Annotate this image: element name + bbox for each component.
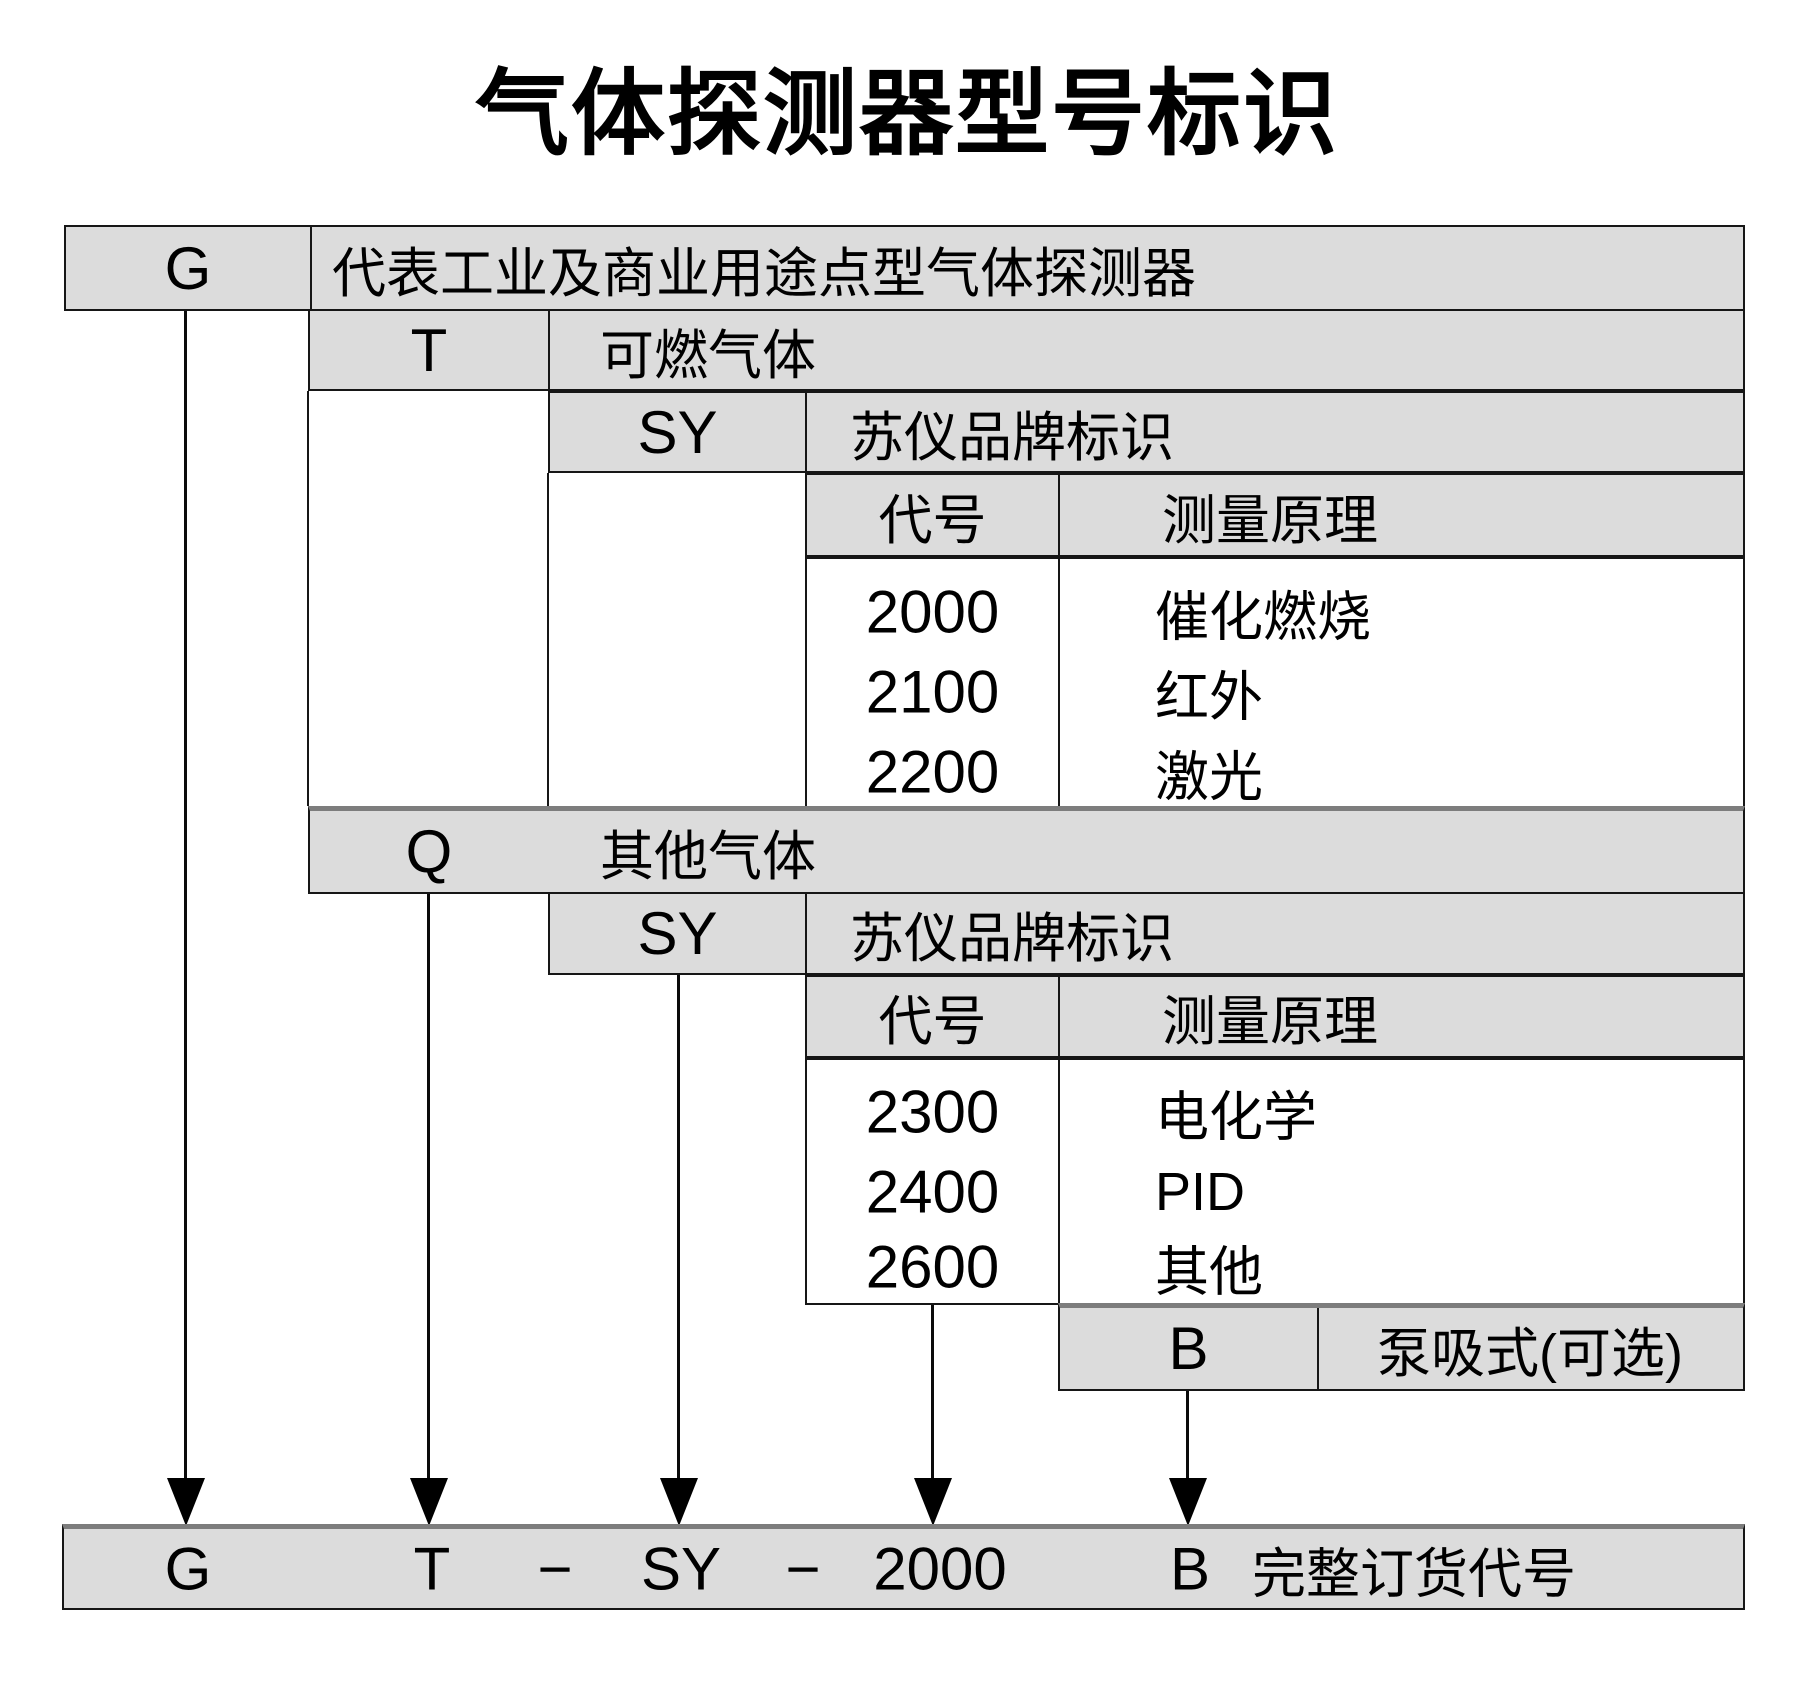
- row-sy1: SY 苏仪品牌标识: [548, 391, 1745, 473]
- down-arrow-icon: [410, 1478, 448, 1526]
- connector-line-g: [184, 311, 187, 1480]
- connector-line-t: [427, 894, 430, 1480]
- row-t-divider: [548, 311, 550, 389]
- row-b-divider: [1317, 1308, 1319, 1389]
- row-q: Q 其他气体: [308, 806, 1745, 894]
- order-token-b: B: [1169, 1535, 1211, 1602]
- table-cell-principle: PID: [1155, 1162, 1246, 1222]
- order-token-dash: −: [537, 1535, 573, 1602]
- table-cell-principle: 其他: [1155, 1242, 1263, 1303]
- table1-header-divider: [1058, 475, 1060, 555]
- row-g-code: G: [164, 234, 212, 302]
- table-cell-principle: 电化学: [1155, 1087, 1317, 1148]
- notch-border-line: [547, 473, 549, 806]
- row-g: G 代表工业及商业用途点型气体探测器: [64, 225, 1745, 311]
- table-cell-principle: 激光: [1155, 747, 1263, 808]
- table1-header: 代号 测量原理: [805, 473, 1745, 557]
- row-sy1-label: 苏仪品牌标识: [850, 407, 1174, 468]
- table-cell-code: 2600: [865, 1233, 1000, 1301]
- table2-body-divider: [1058, 1060, 1060, 1303]
- down-arrow-icon: [1169, 1478, 1207, 1526]
- row-sy2-code: SY: [637, 900, 718, 967]
- connector-line-sy: [677, 975, 680, 1480]
- table-cell-code: 2400: [865, 1158, 1000, 1226]
- table-cell-principle: 红外: [1155, 667, 1263, 728]
- table2-header-code: 代号: [878, 992, 987, 1052]
- table2-body: 2300 电化学 2400 PID 2600 其他: [805, 1058, 1745, 1305]
- row-b: B 泵吸式(可选): [1058, 1303, 1745, 1391]
- row-q-label: 其他气体: [600, 827, 816, 887]
- connector-line-code: [931, 1305, 934, 1480]
- order-token-sy: SY: [640, 1535, 722, 1602]
- row-b-label: 泵吸式(可选): [1377, 1324, 1683, 1384]
- row-sy1-divider: [805, 393, 807, 471]
- table2-header: 代号 测量原理: [805, 975, 1745, 1058]
- row-t: T 可燃气体: [308, 309, 1745, 391]
- order-token-g: G: [164, 1535, 212, 1602]
- table1-header-code: 代号: [878, 490, 987, 551]
- table-cell-code: 2100: [865, 658, 1000, 726]
- down-arrow-icon: [167, 1478, 205, 1526]
- order-token-dash: −: [785, 1535, 821, 1602]
- table-cell-code: 2300: [865, 1078, 1000, 1146]
- table-cell-code: 2000: [865, 578, 1000, 646]
- table-cell-code: 2200: [865, 738, 1000, 806]
- table1-body-divider: [1058, 559, 1060, 808]
- row-t-label: 可燃气体: [600, 325, 816, 386]
- row-q-code: Q: [405, 818, 453, 885]
- order-token-t: T: [413, 1535, 451, 1602]
- table-cell-principle: 催化燃烧: [1155, 587, 1371, 648]
- page-title: 气体探测器型号标识: [474, 61, 1339, 166]
- row-g-divider: [310, 227, 312, 309]
- row-sy2-divider: [805, 894, 807, 973]
- table1-body: 2000 催化燃烧 2100 红外 2200 激光: [805, 557, 1745, 810]
- connector-line-b: [1186, 1391, 1189, 1480]
- table2-header-divider: [1058, 977, 1060, 1056]
- table1-header-principle: 测量原理: [1162, 490, 1378, 551]
- row-sy2: SY 苏仪品牌标识: [548, 892, 1745, 975]
- row-b-code: B: [1168, 1315, 1209, 1382]
- row-g-label: 代表工业及商业用途点型气体探测器: [332, 243, 1196, 304]
- order-code-label: 完整订货代号: [1252, 1544, 1576, 1604]
- row-t-code: T: [410, 316, 448, 384]
- order-token-model: 2000: [873, 1535, 1007, 1602]
- down-arrow-icon: [660, 1478, 698, 1526]
- row-sy2-label: 苏仪品牌标识: [850, 909, 1174, 969]
- notch-border-line: [307, 391, 309, 806]
- row-sy1-code: SY: [637, 398, 718, 466]
- order-code-row: G T − SY − 2000 B 完整订货代号: [62, 1524, 1745, 1610]
- table2-header-principle: 测量原理: [1162, 992, 1378, 1052]
- down-arrow-icon: [914, 1478, 952, 1526]
